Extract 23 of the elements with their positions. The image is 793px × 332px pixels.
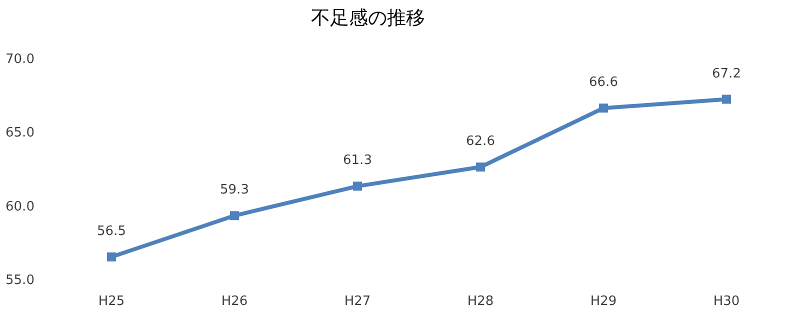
point xyxy=(722,94,731,104)
point xyxy=(353,182,362,191)
data-label: 59.3 xyxy=(220,182,249,198)
data-label: 56.5 xyxy=(97,224,126,239)
data-label: 66.6 xyxy=(589,75,618,90)
y-tick-label: 70.0 xyxy=(6,52,34,67)
x-tick-label: H25 xyxy=(98,294,125,309)
x-tick-label: H29 xyxy=(590,294,617,309)
data-label: 62.6 xyxy=(466,134,495,150)
x-tick-label: H30 xyxy=(713,294,740,309)
point xyxy=(599,104,608,113)
x-tick-label: H26 xyxy=(221,294,248,309)
data-label: 67.2 xyxy=(712,66,741,82)
point xyxy=(230,211,239,220)
x-tick-label: H27 xyxy=(344,294,371,309)
point xyxy=(476,162,485,172)
y-tick-label: 60.0 xyxy=(6,199,34,214)
point xyxy=(107,252,116,262)
data-label: 61.3 xyxy=(343,153,372,168)
y-tick-label: 55.0 xyxy=(6,273,34,288)
x-tick-label: H28 xyxy=(467,294,494,309)
chart-title: 不足感の推移 xyxy=(311,7,425,29)
y-tick-label: 65.0 xyxy=(6,126,34,141)
